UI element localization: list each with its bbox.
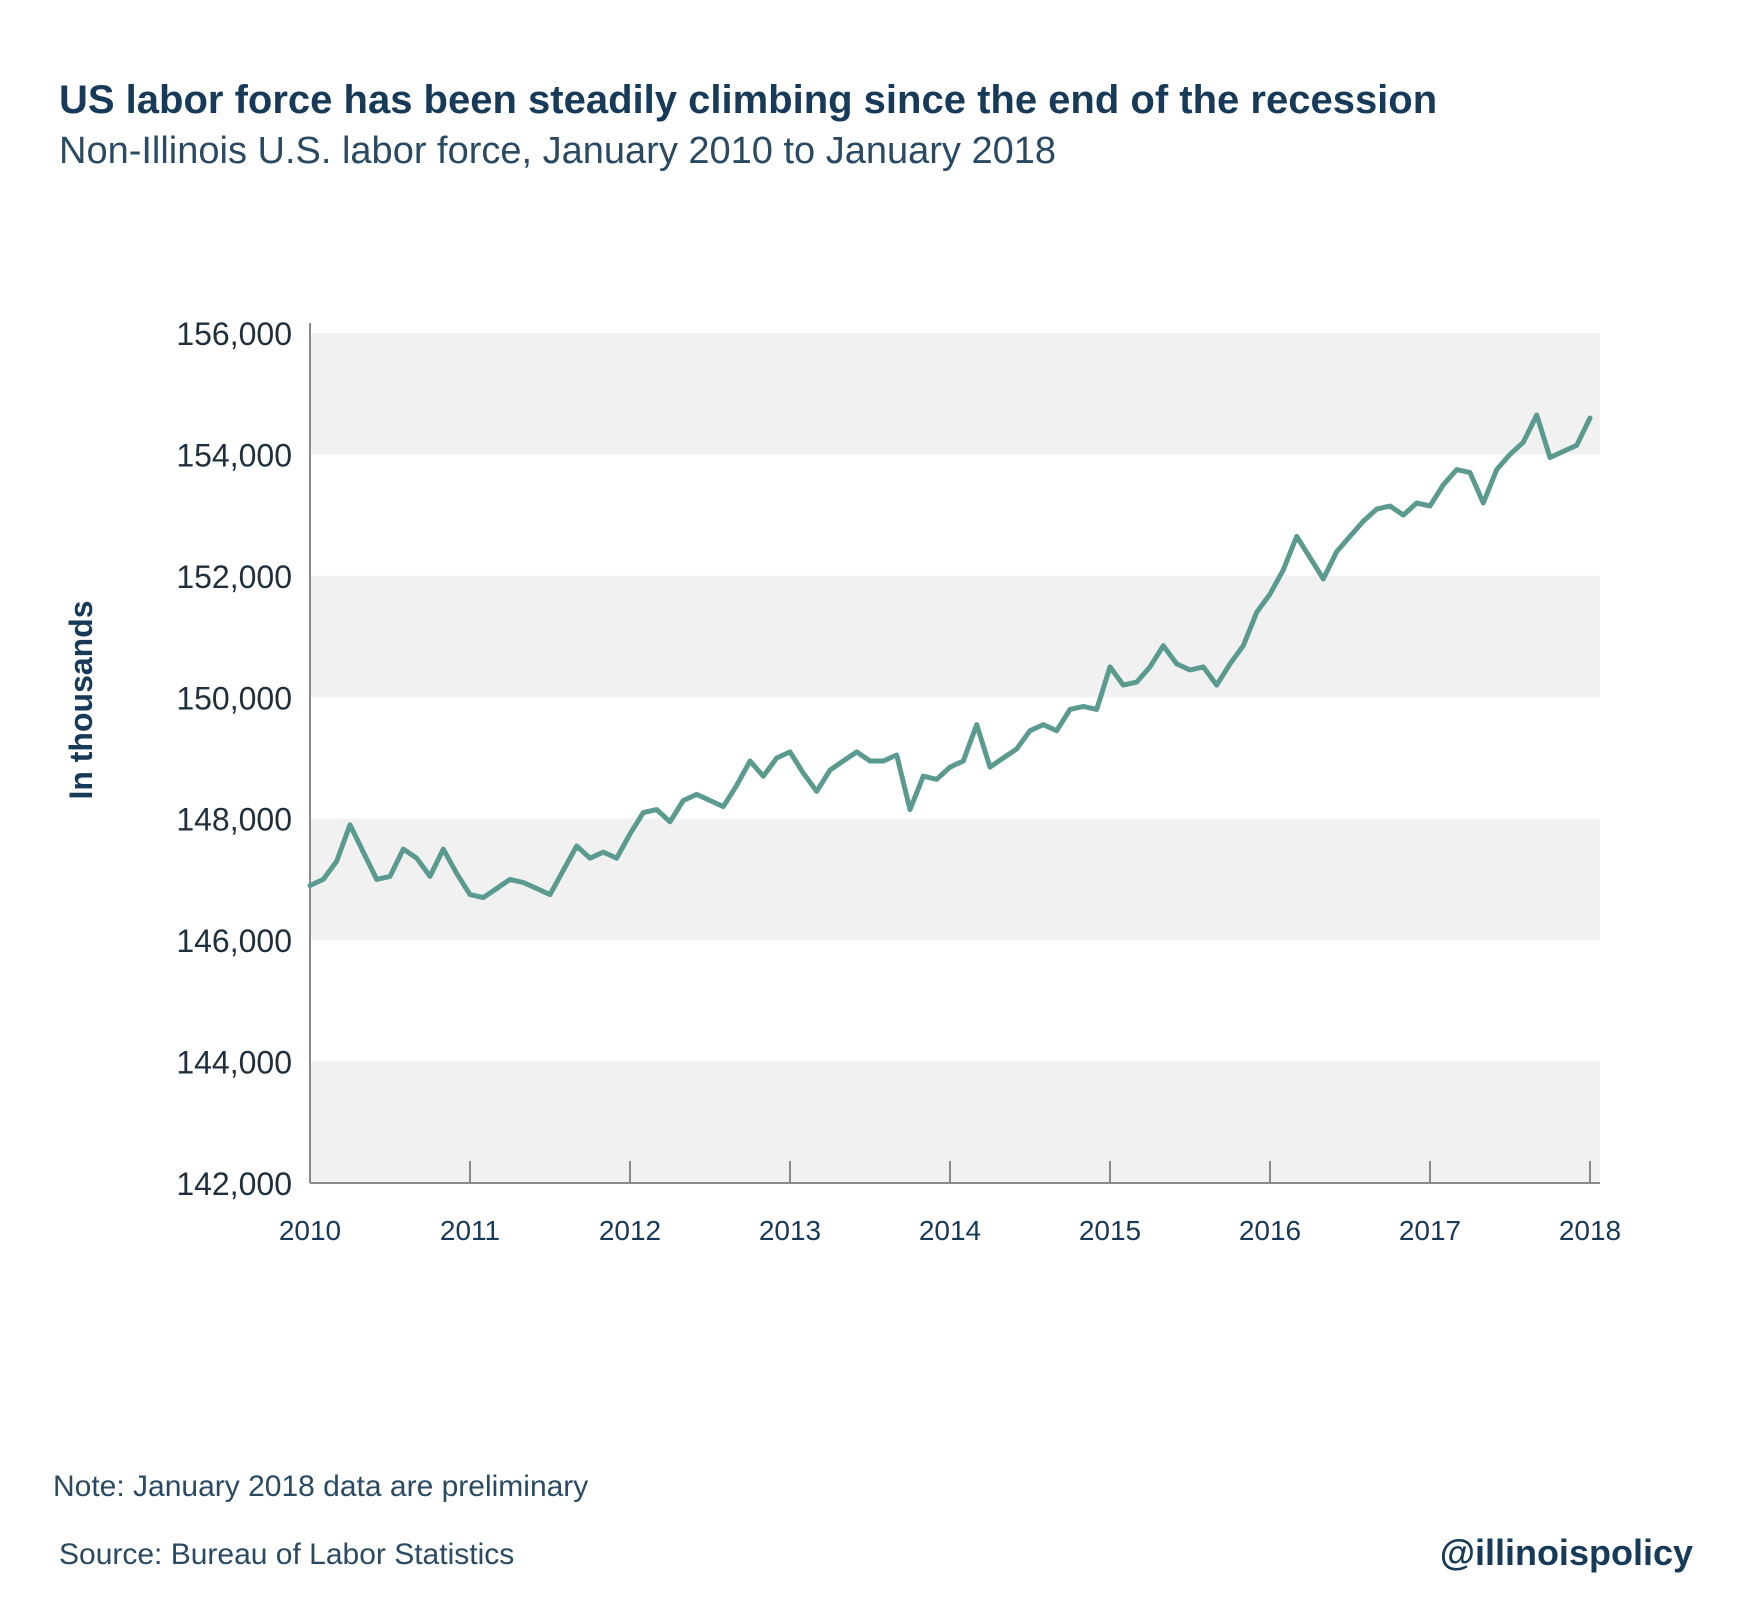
x-tick-label: 2012	[599, 1215, 661, 1246]
brand-handle: @illinoispolicy	[1439, 1532, 1693, 1573]
grid-band	[310, 818, 1600, 941]
x-tick-label: 2011	[440, 1215, 500, 1246]
grid-band	[310, 333, 1600, 455]
axes	[309, 323, 1600, 1184]
line-chart: 142,000 144,000 146,000 148,000 150,000 152,0…	[63, 316, 1621, 1246]
background-bands	[310, 333, 1600, 1183]
y-axis-ticks: 142,000 144,000 146,000 148,000 150,000 152,0…	[176, 316, 292, 1202]
footnote: Note: January 2018 data are preliminary	[53, 1470, 589, 1503]
grid-band	[310, 575, 1600, 698]
x-axis-ticks: 2010 2011 2012 2013 2014 2015 2016 2017 2018	[279, 1161, 1621, 1246]
y-tick-label: 144,000	[176, 1045, 292, 1081]
y-tick-label: 142,000	[176, 1166, 292, 1202]
x-tick-label: 2010	[279, 1215, 341, 1246]
source-note: Source: Bureau of Labor Statistics	[59, 1538, 515, 1571]
x-tick-label: 2015	[1079, 1215, 1141, 1246]
y-tick-label: 154,000	[176, 437, 292, 473]
y-axis-label: In thousands	[63, 600, 99, 799]
series-line	[307, 412, 1593, 901]
x-tick-label: 2017	[1399, 1215, 1461, 1246]
y-tick-label: 156,000	[176, 316, 292, 352]
y-tick-label: 152,000	[176, 559, 292, 595]
x-tick-label: 2013	[759, 1215, 821, 1246]
y-tick-label: 146,000	[176, 923, 292, 959]
chart-title: US labor force has been steadily climbin…	[59, 78, 1438, 122]
y-tick-label: 148,000	[176, 802, 292, 838]
grid-band	[310, 1061, 1600, 1183]
y-tick-label: 150,000	[176, 680, 292, 716]
x-tick-label: 2014	[919, 1215, 981, 1246]
chart-subtitle: Non-Illinois U.S. labor force, January 2…	[59, 130, 1056, 172]
x-tick-label: 2018	[1559, 1215, 1621, 1246]
x-tick-label: 2016	[1239, 1215, 1301, 1246]
